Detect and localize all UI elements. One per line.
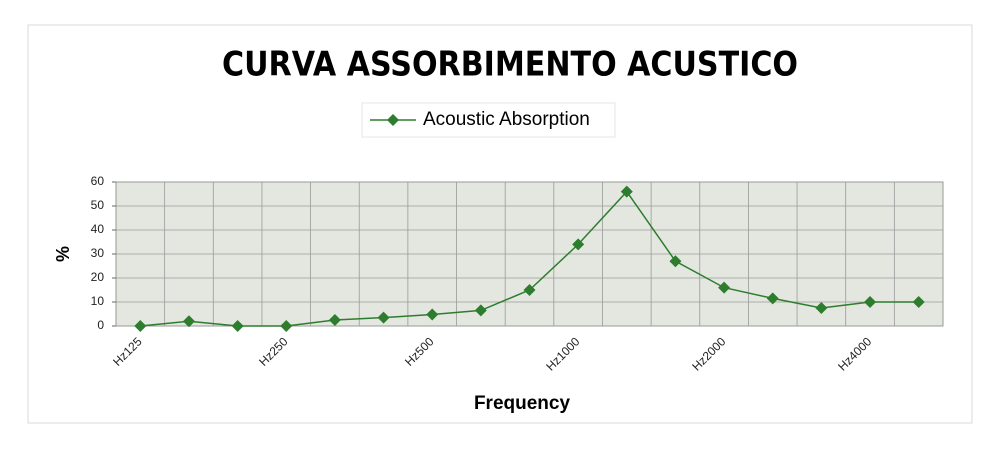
y-tick-label: 50: [91, 198, 105, 212]
data-point: [134, 320, 147, 332]
data-point: [182, 315, 195, 328]
y-tick-label: 60: [91, 174, 105, 188]
data-point: [864, 296, 877, 308]
y-tick-label: 0: [97, 318, 104, 332]
y-tick-label: 30: [91, 246, 105, 260]
data-point: [766, 292, 779, 305]
data-point: [815, 302, 828, 314]
data-point: [572, 238, 585, 251]
data-point: [718, 281, 731, 294]
data-point: [328, 314, 341, 326]
data-point: [426, 308, 439, 321]
data-point: [620, 185, 633, 198]
x-axis-label: Frequency: [474, 393, 571, 414]
legend-label: Acoustic Absorption: [423, 109, 590, 130]
data-point: [912, 296, 925, 308]
data-point: [474, 304, 487, 317]
data-point: [231, 320, 244, 332]
legend-marker: [387, 114, 399, 126]
chart-title: CURVA ASSORBIMENTO ACUSTICO: [222, 45, 798, 85]
y-tick-label: 20: [91, 270, 105, 284]
data-point: [377, 311, 390, 324]
data-point: [280, 320, 293, 332]
y-tick-label: 10: [91, 294, 105, 308]
y-axis-label: %: [53, 246, 73, 262]
data-point: [669, 255, 682, 268]
data-point: [523, 284, 536, 296]
y-tick-label: 40: [91, 222, 105, 236]
